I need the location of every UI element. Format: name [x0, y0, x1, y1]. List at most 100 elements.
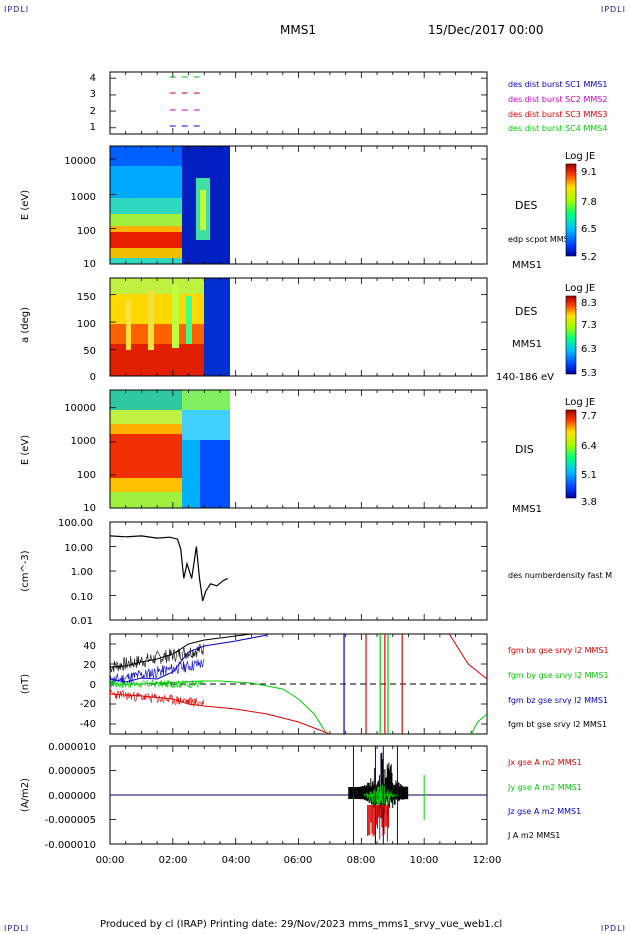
magnetic-field-bx-late-line — [448, 634, 487, 680]
colorbar-tick: 3.8 — [581, 497, 597, 508]
des-energy-green-band — [110, 214, 182, 228]
current-density-legend-jy: Jy gse A m2 MMS1 — [507, 783, 582, 792]
dis-energy-mms-label: MMS1 — [512, 504, 542, 515]
des-energy-colorbar — [565, 163, 577, 257]
des-pitch-stripe — [126, 300, 131, 350]
dis-energy-ytick: 10 — [83, 503, 96, 514]
dis-energy-ytick: 100 — [77, 470, 96, 481]
availability-ytick: 1 — [90, 122, 96, 133]
dis-energy-ytick: 10000 — [64, 403, 96, 414]
density-series-line — [109, 535, 229, 602]
mission-title: MMS1 — [280, 23, 316, 37]
x-tick-label: 08:00 — [347, 855, 376, 866]
des-energy-transition — [110, 198, 182, 218]
des-pitch-mms-label: MMS1 — [512, 339, 542, 350]
availability-frame — [109, 71, 488, 135]
des-energy-scpot-label: edp scpot MMS1 — [508, 235, 574, 244]
availability-ytick: 2 — [90, 106, 96, 117]
colorbar-tick: 7.7 — [581, 411, 597, 422]
density-ytick: 1.00 — [71, 567, 93, 578]
magnetic-field-bx-line — [110, 693, 331, 734]
magnetic-field-ytick: 0 — [90, 680, 96, 691]
des-pitch-red-band — [110, 344, 204, 376]
current-density-legend-jz: Jz gse A m2 MMS1 — [507, 807, 581, 816]
des-pitch-ylabel: a (deg) — [20, 307, 31, 343]
colorbar-tick: 9.1 — [581, 167, 597, 178]
des-pitch-colorbar-title: Log JE — [565, 283, 595, 294]
colorbar-tick: 5.1 — [581, 470, 597, 481]
corner-label-bottom-right: IPDLI — [600, 924, 626, 933]
current-density-legend-jx: Jx gse A m2 MMS1 — [507, 758, 582, 767]
magnetic-field-legend-by: fgm by gse srvy l2 MMS1 — [508, 671, 609, 680]
magnetic-field-legend-bt: fgm bt gse srvy l2 MMS1 — [508, 720, 607, 729]
magnetic-field-by-line — [110, 680, 328, 734]
availability-ytick: 4 — [90, 73, 96, 84]
magnetic-field-noise — [110, 643, 204, 707]
magnetic-field-by-late-line — [470, 713, 487, 734]
current-density-ytick: 0.000000 — [48, 791, 96, 802]
density-ytick: 0.01 — [71, 616, 93, 627]
current-density-ytick: 0.000010 — [48, 742, 96, 753]
magnetic-field-ytick: -20 — [80, 699, 96, 710]
des-pitch-ytick: 150 — [77, 292, 96, 303]
magnetic-field-ytick: -40 — [80, 719, 96, 730]
des-energy-panel — [109, 145, 488, 265]
des-pitch-top-band — [110, 278, 204, 294]
density-legend: des numberdensity fast M — [508, 571, 612, 580]
corner-label-top-right: IPDLI — [600, 5, 626, 14]
footer-credits: Produced by cl (IRAP) Printing date: 29/… — [100, 919, 503, 930]
date-title: 15/Dec/2017 00:00 — [428, 23, 544, 37]
availability-panel — [109, 71, 488, 135]
dis-energy-label: DIS — [515, 443, 534, 456]
density-panel — [109, 521, 488, 621]
colorbar-tick: 6.3 — [581, 344, 597, 355]
des-pitch-ytick: 100 — [77, 319, 96, 330]
magnetic-field-noise-trace — [110, 688, 204, 707]
dis-energy-panel — [109, 389, 488, 509]
des-energy-orange-band — [110, 226, 182, 234]
density-ytick: 10.00 — [64, 543, 93, 554]
des-energy-burst-core — [200, 190, 206, 230]
des-pitch-panel — [109, 277, 488, 377]
des-pitch-stripe — [148, 290, 154, 350]
dis-energy-top-late — [182, 390, 230, 410]
density-ytick: 100.00 — [58, 518, 93, 529]
current-density-ytick: -0.000010 — [45, 840, 96, 851]
magnetic-field-legend-bx: fgm bx gse srvy l2 MMS1 — [508, 646, 609, 655]
dis-energy-colorbar — [565, 409, 577, 499]
current-density-ylabel: (A/m2) — [20, 778, 31, 812]
des-energy-red-band — [110, 232, 182, 248]
current-density-ytick: -0.000005 — [45, 815, 96, 826]
colorbar-tick: 7.8 — [581, 197, 597, 208]
des-pitch-stripe — [172, 284, 179, 348]
dis-energy-late-mid — [182, 410, 230, 440]
des-energy-mms-label: MMS1 — [512, 260, 542, 271]
des-energy-ylabel: E (eV) — [20, 190, 31, 220]
dis-energy-ylabel: E (eV) — [20, 435, 31, 465]
density-ytick: 0.10 — [71, 592, 93, 603]
des-energy-ytick: 1000 — [71, 192, 96, 203]
colorbar-tick: 8.3 — [581, 298, 597, 309]
current-density-ytick: 0.000005 — [48, 766, 96, 777]
des-pitch-ytick: 0 — [90, 372, 96, 383]
dis-energy-top-band — [110, 390, 182, 410]
corner-label-bottom-left: IPDLI — [4, 924, 30, 933]
x-tick-label: 06:00 — [284, 855, 313, 866]
des-pitch-label: DES — [515, 305, 537, 318]
availability-legend-sc3: des dist burst SC3 MMS3 — [508, 110, 607, 119]
dis-energy-colorbar-title: Log JE — [565, 397, 595, 408]
des-pitch-ytick: 50 — [83, 346, 96, 357]
x-tick-label: 12:00 — [473, 855, 502, 866]
availability-legend-sc4: des dist burst SC4 MMS4 — [508, 124, 607, 133]
x-tick-label: 10:00 — [410, 855, 439, 866]
x-tick-label: 02:00 — [159, 855, 188, 866]
density-ylabel: (cm^-3) — [20, 550, 31, 591]
colorbar-tick: 5.3 — [581, 368, 597, 379]
corner-label-top-left: IPDLI — [4, 5, 30, 14]
magnetic-field-ylabel: (nT) — [20, 674, 31, 694]
des-energy-ytick: 100 — [77, 226, 96, 237]
dis-energy-yellow-band — [110, 478, 182, 492]
des-energy-label: DES — [515, 199, 537, 212]
des-energy-ytick: 10 — [83, 259, 96, 270]
